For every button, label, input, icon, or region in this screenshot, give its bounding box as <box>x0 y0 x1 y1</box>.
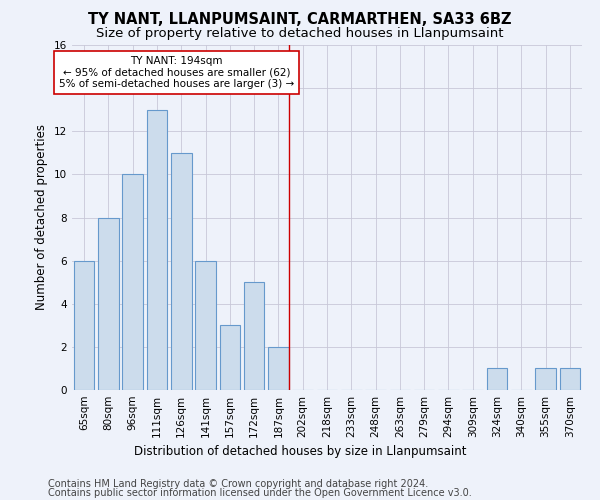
Bar <box>487 368 508 390</box>
Bar <box>535 368 556 390</box>
Bar <box>244 282 265 390</box>
Y-axis label: Number of detached properties: Number of detached properties <box>35 124 49 310</box>
Text: Size of property relative to detached houses in Llanpumsaint: Size of property relative to detached ho… <box>96 28 504 40</box>
Bar <box>195 260 216 390</box>
Text: TY NANT: 194sqm
← 95% of detached houses are smaller (62)
5% of semi-detached ho: TY NANT: 194sqm ← 95% of detached houses… <box>59 56 294 89</box>
Bar <box>74 260 94 390</box>
Bar <box>220 326 240 390</box>
Bar <box>171 153 191 390</box>
Text: TY NANT, LLANPUMSAINT, CARMARTHEN, SA33 6BZ: TY NANT, LLANPUMSAINT, CARMARTHEN, SA33 … <box>88 12 512 28</box>
Bar <box>98 218 119 390</box>
Bar <box>146 110 167 390</box>
Bar <box>122 174 143 390</box>
Text: Distribution of detached houses by size in Llanpumsaint: Distribution of detached houses by size … <box>134 444 466 458</box>
Text: Contains HM Land Registry data © Crown copyright and database right 2024.: Contains HM Land Registry data © Crown c… <box>48 479 428 489</box>
Bar <box>560 368 580 390</box>
Bar <box>268 347 289 390</box>
Text: Contains public sector information licensed under the Open Government Licence v3: Contains public sector information licen… <box>48 488 472 498</box>
